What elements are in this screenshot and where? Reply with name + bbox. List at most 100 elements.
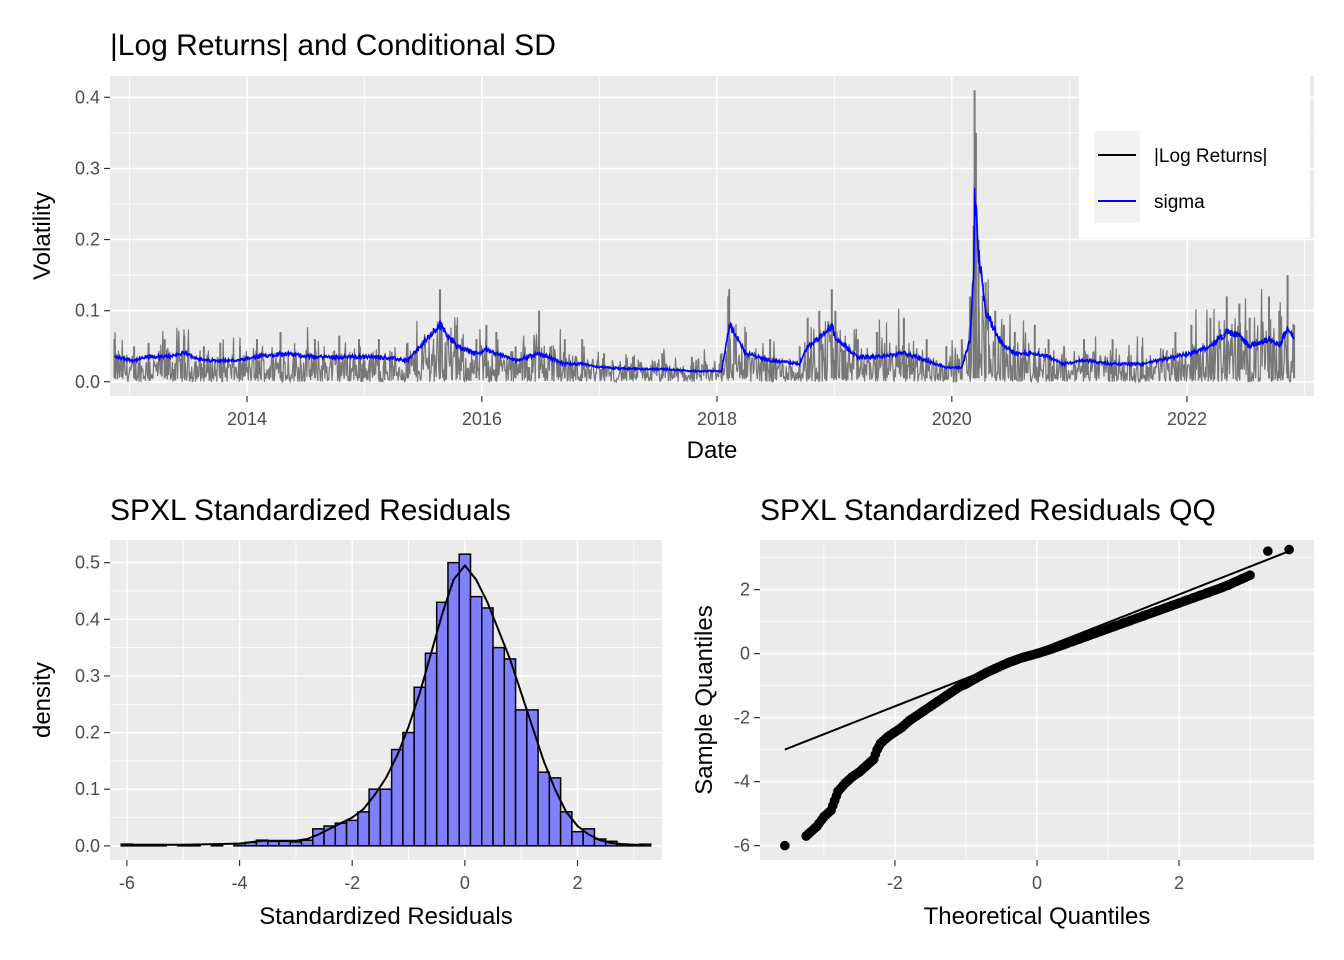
qq-point (780, 840, 790, 851)
qq-point (925, 701, 936, 712)
histogram-bar (492, 646, 506, 847)
x-tick-label: 0 (460, 873, 470, 893)
qq-x-axis-title: Theoretical Quantiles (924, 903, 1151, 930)
volatility-x-ticks: 2014 2016 2018 2020 2022 (227, 396, 1207, 429)
qq-point (868, 754, 879, 764)
y-tick-label: 0.0 (75, 372, 100, 392)
y-tick-label: 2 (740, 580, 750, 600)
qq-point (826, 805, 836, 816)
histogram-bar (266, 840, 280, 847)
volatility-series (113, 90, 1296, 384)
qq-point (875, 738, 886, 748)
histogram-density-curve (126, 563, 646, 847)
qq-plot-chart: SPXL Standardized Residuals QQ -2 0 2 -6 -4… (691, 494, 1314, 930)
qq-point (847, 772, 858, 782)
histogram-bar (379, 788, 393, 847)
histogram-bar (469, 595, 483, 847)
y-tick-label: -4 (734, 772, 750, 792)
x-tick-label: 2 (1174, 873, 1184, 893)
qq-y-ticks: -6 -4 -2 0 2 (734, 580, 760, 856)
histogram-bar (526, 709, 539, 847)
x-tick-label: 2014 (227, 409, 267, 429)
x-tick-label: 2018 (697, 409, 737, 429)
x-tick-label: 0 (1032, 873, 1042, 893)
y-tick-label: 0 (740, 644, 750, 664)
qq-point (897, 722, 907, 732)
qq-point (1263, 546, 1273, 556)
y-tick-label: 0.2 (75, 230, 100, 250)
y-tick-label: 0.2 (75, 723, 100, 743)
qq-points (780, 544, 1294, 851)
qq-plot-title: SPXL Standardized Residuals QQ (760, 494, 1216, 527)
histogram-bar (537, 771, 551, 847)
histogram-bar (300, 839, 314, 847)
qq-y-axis-title: Sample Quantiles (691, 605, 718, 794)
histogram-bar (458, 553, 472, 847)
abs-log-returns-line (113, 279, 1295, 384)
volatility-chart: |Log Returns| and Conditional SD 2014 201… (29, 29, 1314, 464)
volatility-x-axis-title: Date (687, 437, 738, 464)
histogram-x-ticks: -6 -4 -2 0 2 (119, 860, 583, 893)
qq-point (918, 706, 929, 716)
histogram-bar (435, 601, 449, 847)
qq-x-ticks: -2 0 2 (887, 860, 1184, 893)
histogram-bar (503, 658, 517, 847)
y-tick-label: 0.4 (75, 87, 100, 107)
sigma-line-envelope (114, 193, 1295, 372)
histogram-bar (481, 607, 494, 847)
y-tick-label: 0.0 (75, 836, 100, 856)
y-tick-label: 0.4 (75, 609, 100, 629)
x-tick-label: -2 (887, 873, 903, 893)
y-tick-label: 0.1 (75, 779, 100, 799)
x-tick-label: 2020 (932, 409, 972, 429)
volatility-y-axis-title: Volatility (29, 192, 56, 280)
histogram-title: SPXL Standardized Residuals (110, 494, 511, 527)
histogram-bar (413, 686, 427, 847)
qq-point (1284, 544, 1294, 555)
qq-point (904, 716, 914, 726)
histogram-bar (368, 788, 382, 847)
y-tick-label: 0.3 (75, 158, 100, 178)
qq-point (946, 687, 957, 697)
histogram-bar (345, 819, 359, 847)
qq-point (819, 812, 829, 822)
y-tick-label: -6 (734, 836, 750, 856)
x-tick-label: 2 (573, 873, 583, 893)
qq-point (911, 711, 922, 721)
qq-point (975, 671, 985, 681)
histogram-bar (334, 822, 348, 847)
qq-point (829, 796, 840, 806)
histogram-bar (357, 811, 370, 847)
x-tick-label: -6 (119, 873, 135, 893)
legend-label-sigma: sigma (1154, 192, 1205, 213)
qq-point (883, 732, 893, 742)
y-tick-label: 0.5 (75, 553, 100, 573)
volatility-chart-title: |Log Returns| and Conditional SD (110, 29, 556, 62)
y-tick-label: 0.1 (75, 301, 100, 321)
histogram-bar (447, 561, 460, 847)
x-tick-label: -4 (232, 873, 248, 893)
histogram-bar (424, 652, 438, 847)
volatility-y-ticks: 0.0 0.1 0.2 0.3 0.4 (75, 87, 110, 392)
residuals-histogram-chart: SPXL Standardized Residuals -6 -4 -2 0 2 0.0… (29, 494, 662, 930)
qq-point (801, 831, 811, 841)
x-tick-label: 2016 (462, 409, 502, 429)
qq-point (833, 786, 843, 796)
qq-point (968, 675, 978, 685)
histogram-y-ticks: 0.0 0.1 0.2 0.3 0.4 0.5 (75, 553, 110, 856)
qq-point (939, 692, 950, 702)
x-tick-label: -2 (344, 873, 360, 893)
x-tick-label: 2022 (1167, 409, 1207, 429)
qq-point (812, 821, 822, 832)
legend-label-abs-returns: |Log Returns| (1154, 146, 1267, 167)
histogram-y-axis-title: density (29, 662, 56, 738)
qq-point (961, 679, 971, 689)
legend: |Log Returns| sigma (1079, 76, 1310, 238)
qq-point (932, 696, 943, 707)
histogram-x-axis-title: Standardized Residuals (259, 903, 513, 930)
histogram-bar (514, 709, 528, 847)
y-tick-label: 0.3 (75, 666, 100, 686)
histogram-bar (289, 841, 303, 847)
qq-point (890, 727, 900, 737)
